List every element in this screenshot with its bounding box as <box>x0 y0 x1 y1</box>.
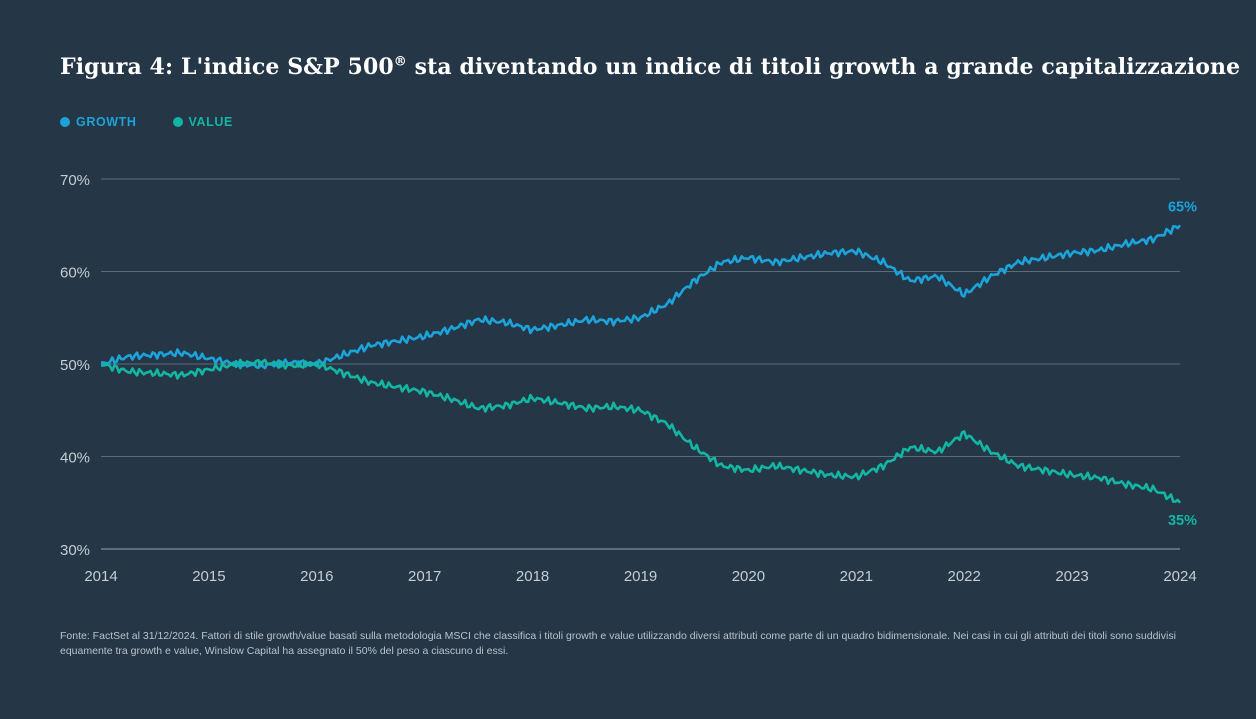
legend: GROWTH VALUE <box>60 115 233 129</box>
x-tick-label: 2014 <box>84 568 117 585</box>
legend-label-growth: GROWTH <box>76 115 137 129</box>
x-tick-label: 2021 <box>840 568 873 585</box>
growth-line <box>100 224 1182 370</box>
x-tick-label: 2022 <box>948 568 981 585</box>
legend-dot-value <box>172 117 183 127</box>
y-tick-label: 70% <box>60 172 90 189</box>
x-tick-label: 2016 <box>300 568 333 585</box>
series-end-label: 65% <box>1168 199 1197 215</box>
series-end-label: 35% <box>1168 513 1197 529</box>
source-note: Fonte: FactSet al 31/12/2024. Fattori di… <box>60 630 1176 657</box>
x-tick-label: 2020 <box>732 568 765 585</box>
x-tick-label: 2019 <box>624 568 657 585</box>
x-tick-label: 2023 <box>1055 568 1088 585</box>
legend-label-value: VALUE <box>188 115 233 129</box>
chart-title: Figura 4: L'indice S&P 500® sta diventan… <box>60 54 1241 80</box>
x-tick-label: 2015 <box>192 568 225 585</box>
y-tick-label: 30% <box>60 542 90 559</box>
y-tick-label: 40% <box>60 450 90 467</box>
y-tick-label: 50% <box>60 357 90 374</box>
legend-item-value: VALUE <box>172 115 233 129</box>
x-tick-label: 2017 <box>408 568 441 585</box>
value-line <box>100 358 1182 504</box>
legend-dot-growth <box>60 117 70 127</box>
x-tick-label: 2018 <box>516 568 549 585</box>
x-tick-label: 2024 <box>1163 568 1196 585</box>
y-tick-label: 60% <box>60 265 90 282</box>
legend-item-growth: GROWTH <box>60 115 137 129</box>
